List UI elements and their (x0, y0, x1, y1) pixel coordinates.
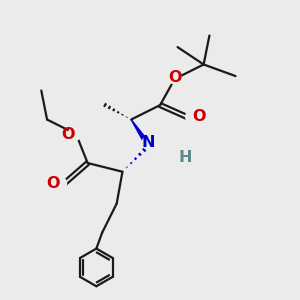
Text: N: N (142, 135, 155, 150)
Text: O: O (61, 127, 75, 142)
Circle shape (186, 110, 198, 123)
Text: O: O (168, 70, 182, 85)
Circle shape (142, 136, 155, 149)
Circle shape (172, 151, 185, 164)
Circle shape (68, 128, 81, 140)
Circle shape (168, 71, 181, 84)
Text: O: O (192, 109, 206, 124)
Circle shape (54, 177, 67, 190)
Text: O: O (46, 176, 60, 191)
Polygon shape (131, 120, 151, 147)
Text: H: H (179, 150, 193, 165)
